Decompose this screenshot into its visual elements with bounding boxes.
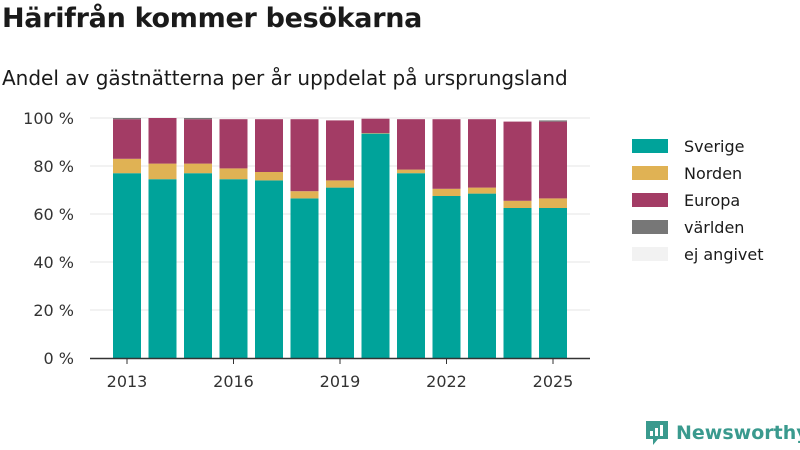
bar-segment (184, 118, 212, 120)
bar-segment (361, 118, 390, 134)
x-tick-label: 2016 (213, 372, 254, 391)
bar-segment (113, 118, 141, 120)
bar-segment (432, 196, 461, 358)
x-tick-label: 2013 (107, 372, 148, 391)
bar-segment (468, 193, 496, 358)
bar-segment (113, 158, 141, 174)
legend-swatch (632, 166, 668, 180)
bar-segment (468, 119, 496, 188)
newsworthy-logo-icon (646, 421, 668, 445)
bar-segment (397, 169, 425, 174)
legend: Sverige Norden Europa världen ej angivet (632, 137, 764, 264)
bar-segment (219, 179, 248, 358)
bar-segment (184, 119, 212, 164)
bar-segment (219, 168, 248, 180)
bar-segment (148, 179, 177, 358)
bars (113, 118, 567, 358)
bar-segment (503, 208, 532, 358)
y-tick-label: 0 % (44, 349, 74, 368)
legend-swatch (632, 139, 668, 153)
legend-label: Europa (684, 191, 740, 210)
x-tick-label: 2022 (426, 372, 467, 391)
legend-label: världen (684, 218, 744, 237)
legend-label: ej angivet (684, 245, 764, 264)
bar-segment (290, 198, 319, 358)
legend-label: Sverige (684, 137, 745, 156)
y-tick-label: 80 % (33, 157, 74, 176)
y-tick-label: 100 % (23, 109, 74, 128)
bar-segment (326, 187, 354, 358)
y-tick-label: 60 % (33, 205, 74, 224)
bar-segment (184, 163, 212, 174)
bar-segment (432, 119, 461, 189)
bar-segment (113, 173, 141, 358)
bar-segment (539, 121, 567, 199)
bar-segment (468, 187, 496, 194)
bar-segment (148, 163, 177, 180)
chart-title: Härifrån kommer besökarna (2, 3, 423, 34)
legend-label: Norden (684, 164, 742, 183)
bar-segment (503, 200, 532, 208)
bar-segment (539, 208, 567, 358)
legend-swatch (632, 193, 668, 207)
y-tick-label: 40 % (33, 253, 74, 272)
bar-segment (184, 173, 212, 358)
bar-segment (113, 119, 141, 159)
legend-swatch (632, 247, 668, 261)
bar-segment (290, 191, 319, 199)
newsworthy-brand[interactable]: Newsworthy (644, 419, 800, 447)
bar-segment (290, 119, 319, 192)
bar-segment (539, 198, 567, 208)
y-tick-label: 20 % (33, 301, 74, 320)
bar-segment (361, 133, 390, 358)
bar-segment (255, 172, 283, 181)
axes: 0 % 20 % 40 % 60 % 80 % 100 % 2013 2016 2019 2022… (23, 109, 590, 391)
bar-segment (255, 119, 283, 172)
x-tick-label: 2025 (533, 372, 574, 391)
bar-segment (397, 173, 425, 358)
brand-name: Newsworthy (676, 422, 800, 444)
bar-segment (326, 120, 354, 181)
bar-segment (503, 121, 532, 201)
bar-segment (255, 180, 283, 358)
chart-subtitle: Andel av gästnätterna per år uppdelat på… (2, 66, 568, 90)
bar-segment (326, 180, 354, 188)
bar-segment (539, 120, 567, 122)
bar-segment (219, 119, 248, 169)
bar-segment (148, 118, 177, 164)
legend-swatch (632, 220, 668, 234)
bar-segment (397, 119, 425, 170)
x-tick-label: 2019 (320, 372, 361, 391)
bar-segment (432, 188, 461, 196)
stacked-bar-chart: 0 % 20 % 40 % 60 % 80 % 100 % 2013 2016 2019 2022… (23, 109, 764, 391)
